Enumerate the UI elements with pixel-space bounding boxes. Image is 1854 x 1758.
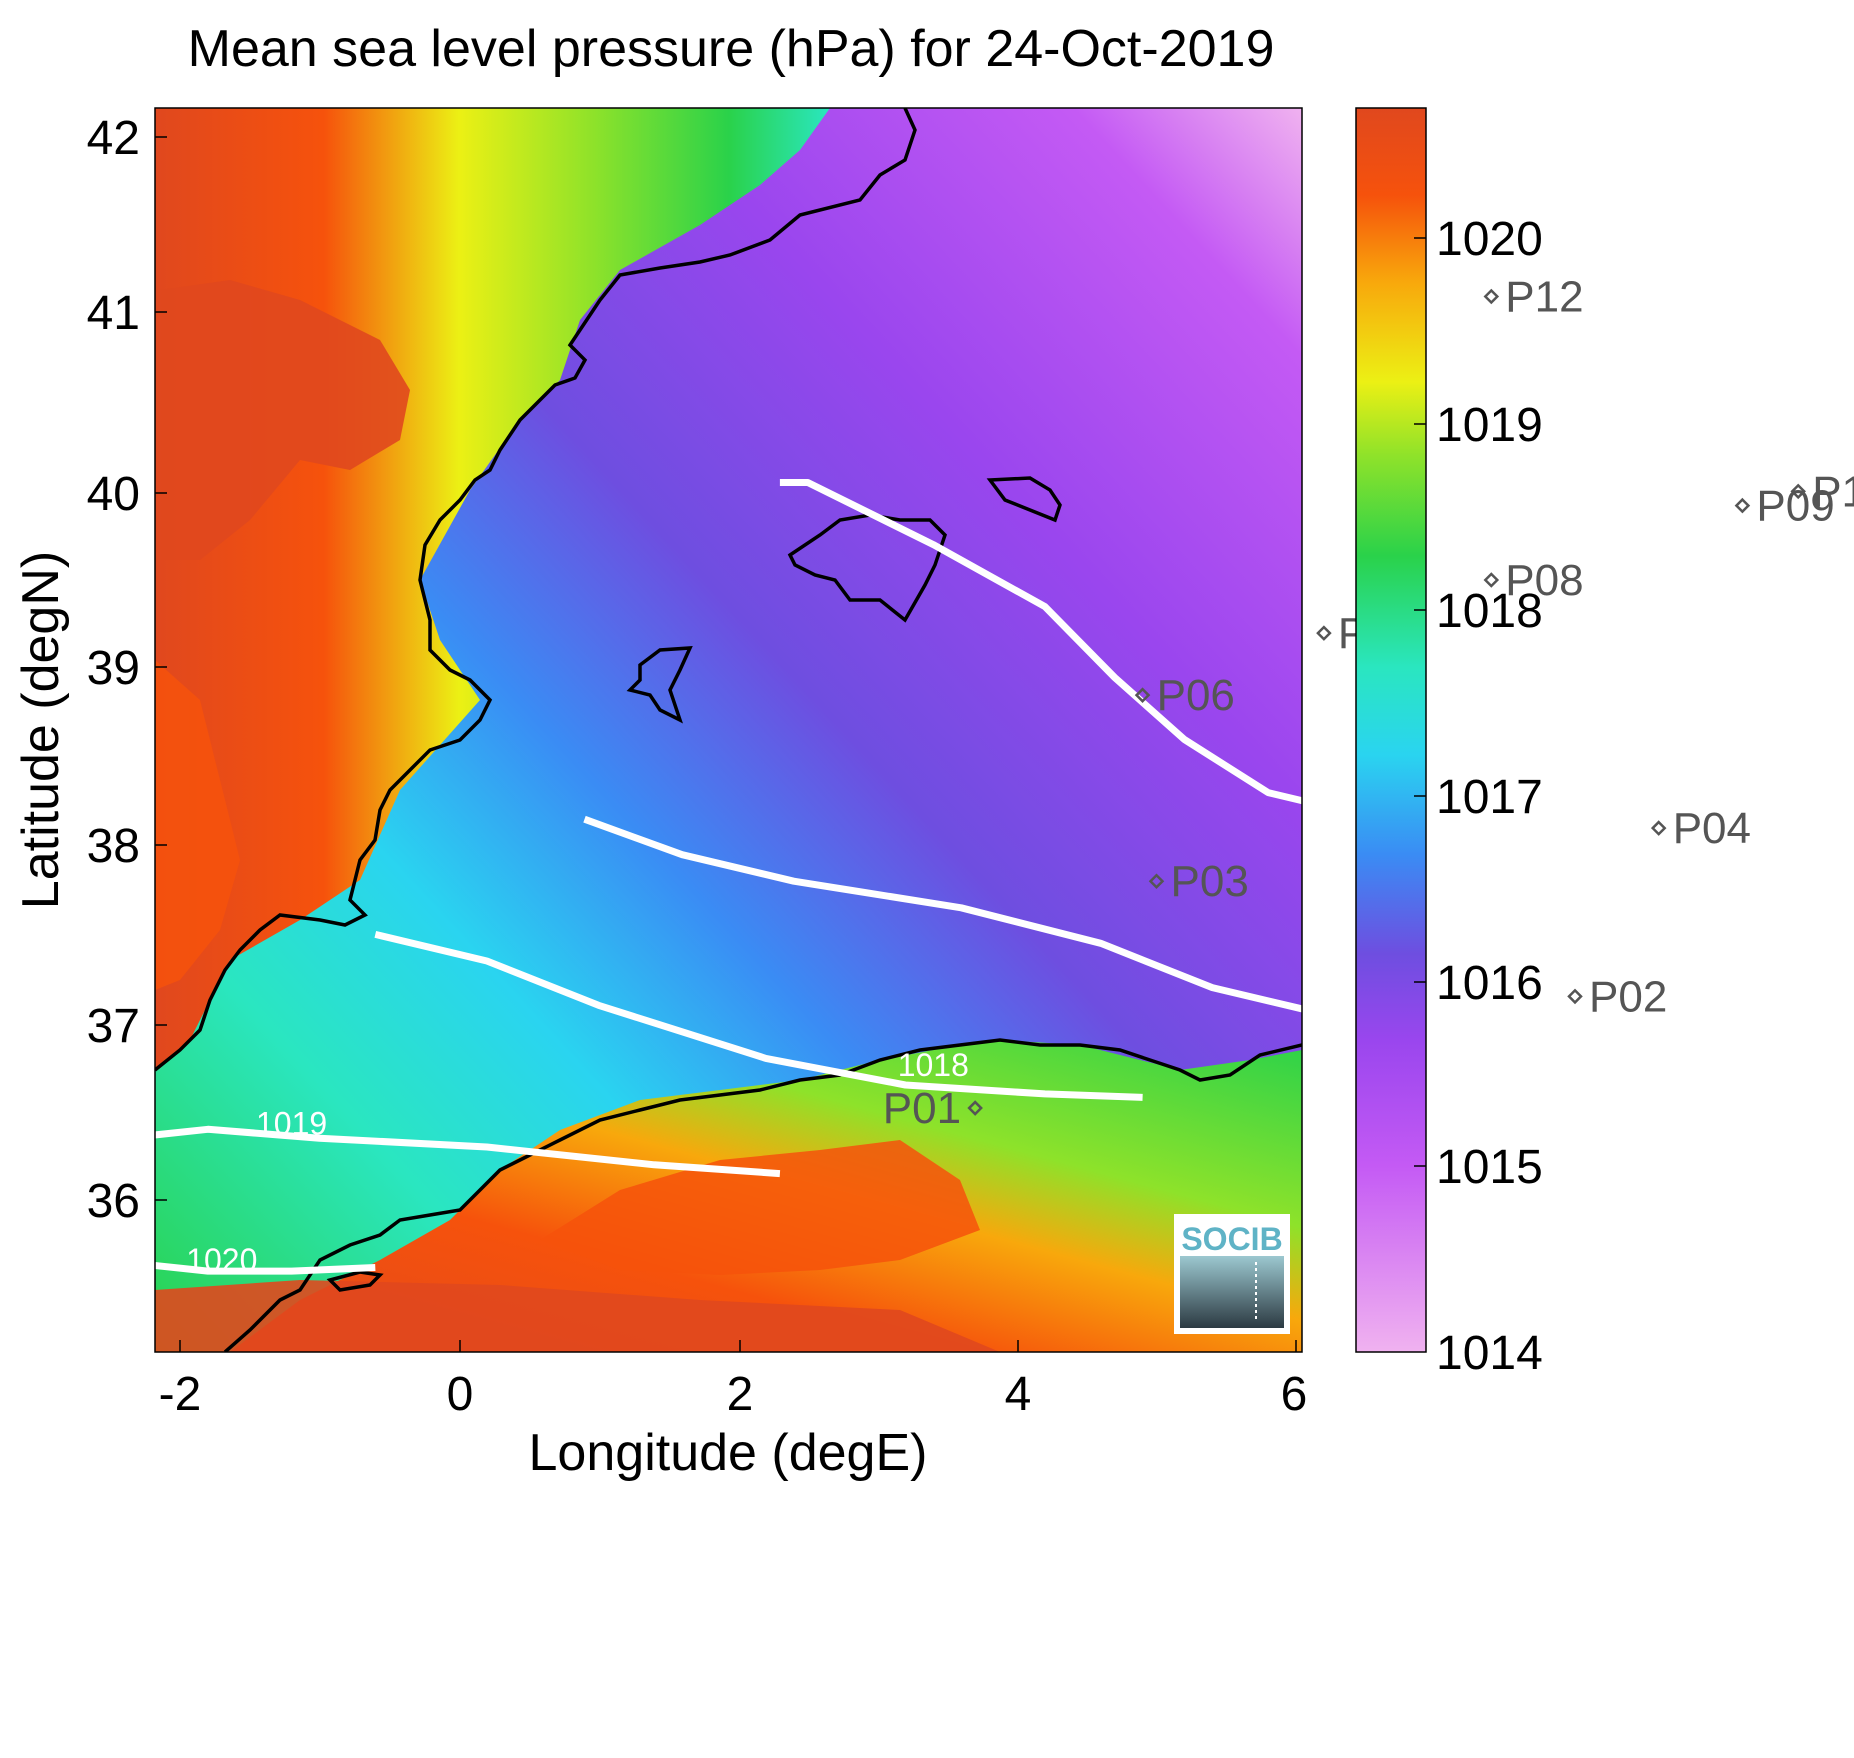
colorbar-tick-label: 1014	[1436, 1327, 1543, 1380]
coastline-iberia	[155, 108, 917, 1072]
station-label-p08: P08	[1505, 556, 1583, 605]
y-tick-label: 39	[87, 642, 140, 695]
warm-spot-meseta	[160, 280, 410, 560]
contours-layer: 1015 1016 1017 1018 1019 1020	[155, 110, 1854, 1278]
colorbar-tick-label: 1015	[1436, 1141, 1543, 1194]
colorbar: 1020 1019 1018 1017 1016 1015 1014	[1355, 107, 1543, 1380]
x-tick-label: 0	[447, 1368, 474, 1421]
y-tick-label: 41	[87, 287, 140, 340]
station-marker-p02	[1567, 988, 1583, 1005]
contour-1017	[583, 815, 1302, 1013]
station-marker-p06	[1134, 687, 1151, 703]
station-label-p03: P03	[1171, 857, 1249, 906]
station-label-p04: P04	[1673, 804, 1751, 853]
colorbar-tick-label: 1018	[1436, 585, 1543, 638]
chart-title: Mean sea level pressure (hPa) for 24-Oct…	[188, 20, 1275, 78]
contour-label-1019: 1019	[256, 1106, 327, 1142]
y-tick-label: 40	[87, 468, 140, 521]
socib-logo-wave	[1180, 1256, 1284, 1328]
station-marker-p01	[967, 1100, 983, 1116]
x-tick-labels: -2 0 2 4 6	[159, 1368, 1308, 1421]
contour-1019	[155, 1125, 781, 1178]
warm-spot-south	[155, 660, 240, 990]
y-tick-label: 38	[87, 820, 140, 873]
station-marker-p08	[1483, 572, 1500, 588]
station-marker-p07	[1316, 625, 1332, 641]
y-tick-label: 36	[87, 1175, 140, 1228]
station-marker-p03	[1148, 873, 1165, 890]
colorbar-tick-label: 1017	[1436, 771, 1543, 824]
coastline-africa	[223, 1038, 1302, 1352]
station-label-p06: P06	[1157, 671, 1235, 720]
socib-logo: SOCIB	[1174, 1214, 1290, 1334]
axis-ticks	[155, 136, 1297, 1352]
coastline-mallorca	[787, 513, 948, 623]
colorbar-tick-label: 1016	[1436, 957, 1543, 1010]
station-label-p02: P02	[1589, 972, 1667, 1021]
contour-1015	[1617, 110, 1854, 819]
contour-1020	[155, 1261, 376, 1275]
x-tick-label: 2	[727, 1368, 754, 1421]
x-tick-label: 4	[1005, 1368, 1032, 1421]
warm-spot-atlas	[540, 1140, 980, 1275]
contour-label-1018: 1018	[898, 1047, 969, 1083]
coastline-alboran	[326, 1270, 384, 1292]
station-label-p12: P12	[1505, 273, 1583, 322]
socib-logo-text: SOCIB	[1181, 1221, 1282, 1257]
colorbar-tick-label: 1019	[1436, 399, 1543, 452]
colorbar-ticks	[1414, 237, 1426, 1167]
y-tick-label: 42	[87, 112, 140, 165]
contour-1018	[374, 930, 1143, 1101]
station-label-p01: P01	[883, 1084, 961, 1133]
station-label-p10: P10	[1812, 467, 1854, 516]
coastlines	[155, 108, 1302, 1352]
y-tick-label: 37	[87, 1000, 140, 1053]
colorbar-gradient	[1355, 107, 1427, 1353]
contour-1016	[779, 479, 1302, 805]
x-tick-label: 6	[1281, 1368, 1308, 1421]
map-field	[155, 108, 1302, 1352]
coastline-menorca	[986, 476, 1062, 523]
contour-label-1020: 1020	[186, 1242, 257, 1278]
station-marker-p10	[1790, 483, 1806, 500]
plot-frame	[154, 107, 1303, 1353]
points-layer: P01P02P03P04P05P06P07P08P09P10P11P12	[883, 273, 1854, 1134]
colorbar-tick-label: 1020	[1436, 213, 1543, 266]
coastline-ibiza	[626, 646, 693, 724]
station-marker-p09	[1734, 497, 1751, 514]
warm-spot-africa-west	[155, 1280, 1000, 1352]
y-tick-labels: 42 41 40 39 38 37 36	[87, 112, 140, 1228]
station-marker-p04	[1650, 820, 1667, 836]
x-tick-label: -2	[159, 1368, 202, 1421]
y-axis-label: Latitude (degN)	[12, 551, 70, 909]
station-marker-p12	[1483, 288, 1500, 305]
x-axis-label: Longitude (degE)	[529, 1424, 928, 1482]
